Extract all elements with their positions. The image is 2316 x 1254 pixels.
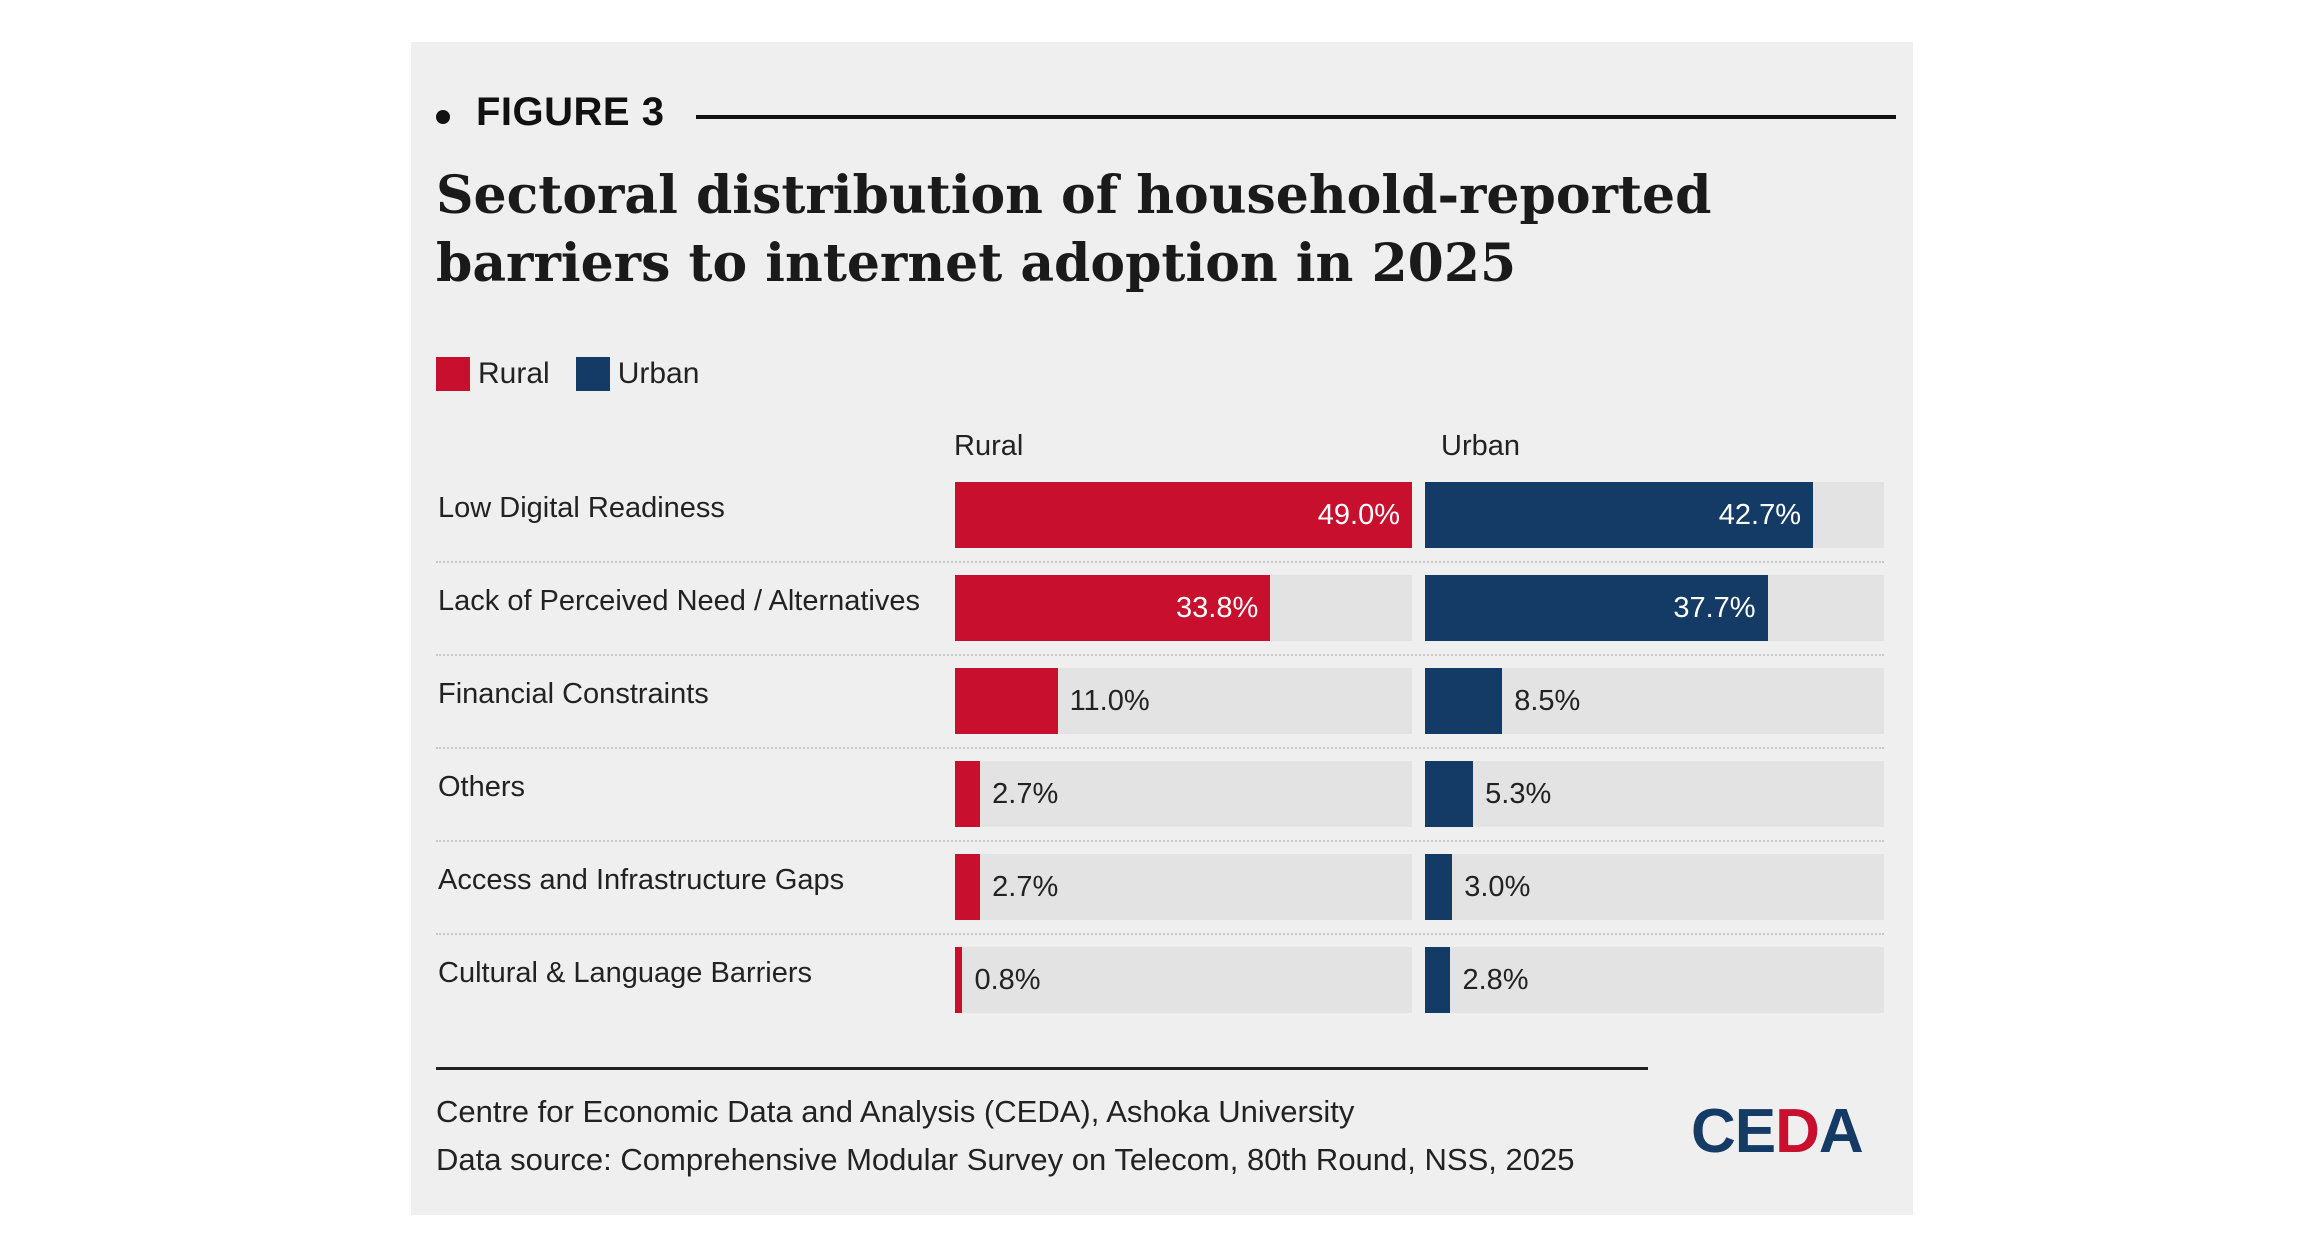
figure-label: FIGURE 3 [476,90,665,134]
bar-track-urban: 2.8% [1425,947,1884,1013]
bar-urban [1425,761,1474,827]
ceda-logo: CEDA [1691,1097,1864,1167]
logo-text-a: A [1818,1097,1864,1166]
data-label-rural: 49.0% [1317,499,1400,531]
bar-urban [1425,854,1453,920]
category-label: Access and Infrastructure Gaps [438,864,845,896]
data-label-urban: 42.7% [1718,499,1801,531]
bar-rural [955,761,981,827]
data-label-rural: 0.8% [974,964,1041,996]
footer-source: Data source: Comprehensive Modular Surve… [436,1142,1575,1177]
data-label-rural: 2.7% [992,871,1059,903]
category-label: Others [438,771,526,803]
data-label-urban: 2.8% [1462,964,1529,996]
bar-urban [1425,575,1768,641]
bar-rural [955,854,981,920]
column-header-rural: Rural [954,430,1024,462]
legend-swatch-urban [575,357,610,391]
figure-header: FIGURE 3 [436,78,1896,148]
bar-track-rural: 2.7% [955,761,1412,827]
bar-urban [1425,668,1503,734]
bar-track-urban: 42.7% [1425,482,1884,548]
bar-track-rural: 33.8% [955,575,1412,641]
bar-track-urban: 3.0% [1425,854,1884,920]
legend: Rural Urban [436,354,725,394]
bar-track-rural: 11.0% [955,668,1412,734]
category-label: Low Digital Readiness [438,492,725,524]
row-separator [436,840,1884,842]
bar-track-rural: 49.0% [955,482,1412,548]
row-separator [436,933,1884,935]
data-label-urban: 3.0% [1464,871,1531,903]
legend-item-urban: Urban [575,357,700,391]
row-separator [436,561,1884,563]
bar-rural [955,575,1271,641]
category-label: Cultural & Language Barriers [438,957,812,989]
category-label: Lack of Perceived Need / Alternatives [438,585,920,617]
data-label-rural: 33.8% [1176,592,1259,624]
legend-label-rural: Rural [478,357,550,390]
chart-title: Sectoral distribution of household-repor… [436,165,1712,294]
bar-urban [1425,482,1813,548]
category-label: Financial Constraints [438,678,709,710]
logo-text-ce: CE [1691,1097,1776,1166]
bar-rural [955,482,1412,548]
legend-item-rural: Rural [436,357,550,391]
bar-track-rural: 0.8% [955,947,1412,1013]
row-separator [436,654,1884,656]
bar-track-urban: 37.7% [1425,575,1884,641]
bar-rural [955,947,963,1013]
bar-urban [1425,947,1451,1013]
bar-track-urban: 5.3% [1425,761,1884,827]
row-separator [436,747,1884,749]
bullet-icon [436,110,450,124]
bar-track-urban: 8.5% [1425,668,1884,734]
column-header-urban: Urban [1441,430,1520,462]
bar-rural [955,668,1058,734]
figure-card: FIGURE 3 Sectoral distribution of househ… [411,42,1913,1215]
header-rule [696,115,1896,119]
bar-track-rural: 2.7% [955,854,1412,920]
footer-credit: Centre for Economic Data and Analysis (C… [436,1094,1355,1129]
logo-text-d: D [1775,1097,1820,1166]
data-label-rural: 11.0% [1069,685,1150,717]
data-label-urban: 37.7% [1673,592,1756,624]
data-label-rural: 2.7% [992,778,1059,810]
legend-label-urban: Urban [617,357,700,390]
data-label-urban: 5.3% [1485,778,1552,810]
legend-swatch-rural [436,357,470,391]
footer-rule [436,1067,1648,1070]
data-label-urban: 8.5% [1514,685,1581,717]
